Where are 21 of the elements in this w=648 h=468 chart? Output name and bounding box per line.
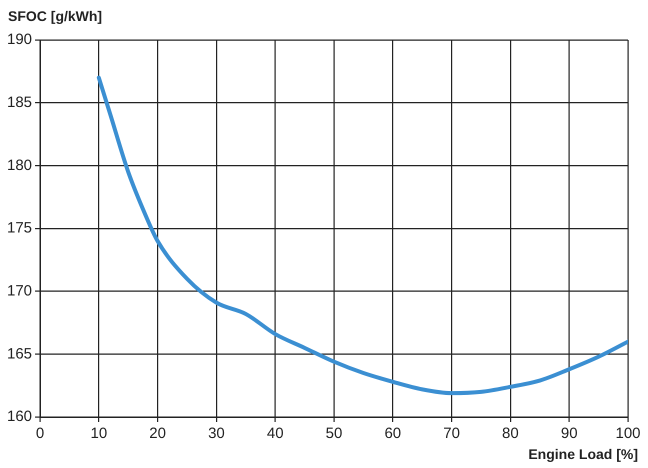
x-tick-label: 70 — [443, 425, 460, 442]
x-tick-label: 20 — [149, 425, 166, 442]
x-tick-label: 0 — [36, 425, 44, 442]
x-tick-label: 40 — [266, 425, 284, 442]
x-tick-label: 80 — [502, 425, 519, 442]
x-tick-label: 50 — [326, 425, 342, 442]
y-tick-label: 160 — [6, 408, 32, 426]
x-tick-label: 100 — [615, 425, 641, 442]
x-tick-label: 10 — [90, 425, 108, 442]
y-tick-label: 180 — [6, 156, 32, 174]
x-tick-label: 90 — [560, 425, 578, 442]
x-axis-title: Engine Load [%] — [528, 446, 638, 462]
x-tick-label: 30 — [208, 425, 225, 442]
y-axis-title: SFOC [g/kWh] — [8, 8, 102, 24]
y-tick-label: 165 — [6, 345, 32, 362]
y-tick-label: 185 — [6, 94, 32, 111]
y-tick-label: 170 — [6, 282, 32, 300]
y-tick-label: 175 — [6, 220, 32, 237]
y-tick-label: 190 — [6, 31, 32, 48]
x-tick-label: 60 — [384, 425, 402, 442]
line-series — [96, 76, 628, 396]
